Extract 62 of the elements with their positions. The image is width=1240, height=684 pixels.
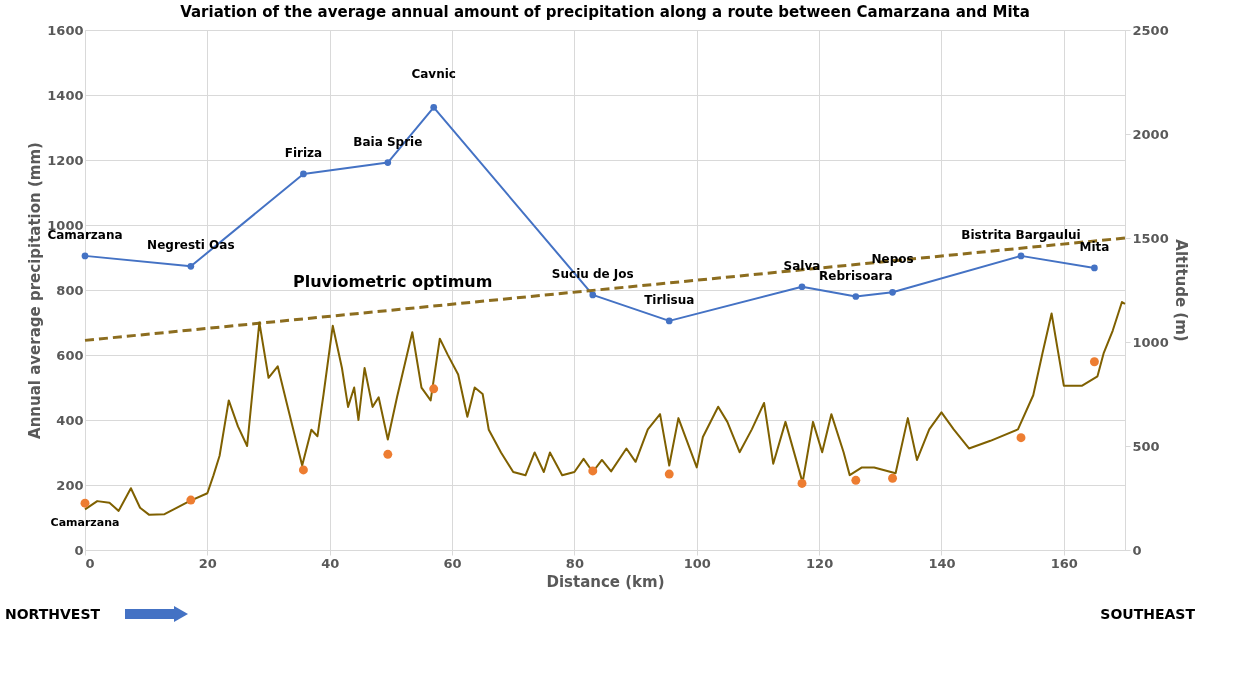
point — [1091, 264, 1098, 272]
x-tick-label: 160 — [1050, 555, 1078, 571]
annotation: Bistrita Bargaului — [961, 227, 1081, 242]
x-tick-label: 80 — [565, 555, 584, 571]
x-tick-label: 100 — [683, 555, 711, 571]
point — [298, 465, 308, 475]
point — [798, 283, 806, 291]
x-tick-label: 120 — [806, 555, 834, 571]
point — [1016, 433, 1026, 443]
point — [80, 498, 90, 508]
point — [665, 317, 673, 325]
y-tick-label: 1400 — [47, 87, 84, 103]
y2-tick-label: 2000 — [1132, 126, 1169, 142]
y-tick-label: 600 — [56, 347, 84, 363]
annotation: Pluviometric optimum — [293, 272, 493, 291]
text: NORTHVEST — [5, 606, 101, 622]
point — [888, 473, 897, 483]
y2-tick-label: 0 — [1132, 542, 1142, 558]
point — [797, 478, 807, 488]
y-tick-label: 800 — [56, 282, 84, 298]
point — [664, 469, 674, 479]
annotation: Cavnic — [411, 67, 456, 82]
y2-tick-label: 1000 — [1132, 334, 1169, 350]
x-tick-label: 140 — [928, 555, 956, 571]
point — [430, 104, 438, 111]
point — [588, 466, 598, 476]
y-tick-label: 400 — [56, 412, 84, 428]
point — [186, 495, 196, 505]
point — [187, 262, 195, 270]
x-tick-label: 40 — [321, 555, 340, 571]
point — [889, 288, 896, 296]
annotation: Salva — [783, 258, 821, 273]
point — [383, 449, 393, 459]
point — [851, 475, 861, 485]
x-axis-title: Distance (km) — [546, 572, 665, 591]
x-tick-label: 0 — [85, 555, 95, 571]
y-tick-label: 1600 — [47, 22, 84, 38]
annotation: Camarzana — [50, 515, 120, 529]
x-tick-label: 20 — [198, 555, 217, 571]
y2-tick-label: 2500 — [1132, 22, 1169, 38]
y-tick-label: 200 — [56, 477, 84, 493]
y2-tick-label: 1500 — [1132, 230, 1169, 246]
y-axis-title: Annual average precipitation (mm) — [26, 142, 45, 439]
annotation: Tirlisua — [644, 292, 695, 307]
x-tick-label: 60 — [443, 555, 462, 571]
y2-tick-label: 500 — [1132, 438, 1160, 454]
y2-axis-title: Altitude (m) — [1171, 239, 1190, 342]
y-tick-label: 1200 — [47, 152, 84, 168]
annotation: Firiza — [284, 145, 323, 160]
annotation: Mita — [1079, 239, 1110, 254]
point — [300, 170, 307, 178]
point — [852, 293, 860, 300]
point — [1089, 357, 1099, 367]
point — [429, 384, 439, 394]
annotation: Rebrisoara — [819, 268, 893, 283]
chart-title: Variation of the average annual amount of precipitation along a route between Camarzana and Mita — [180, 3, 1030, 21]
point — [384, 159, 392, 166]
point — [589, 291, 597, 299]
y-tick-label: 0 — [74, 542, 84, 558]
point — [1017, 252, 1025, 260]
text: SOUTHEAST — [1100, 606, 1196, 622]
point — [81, 252, 89, 260]
